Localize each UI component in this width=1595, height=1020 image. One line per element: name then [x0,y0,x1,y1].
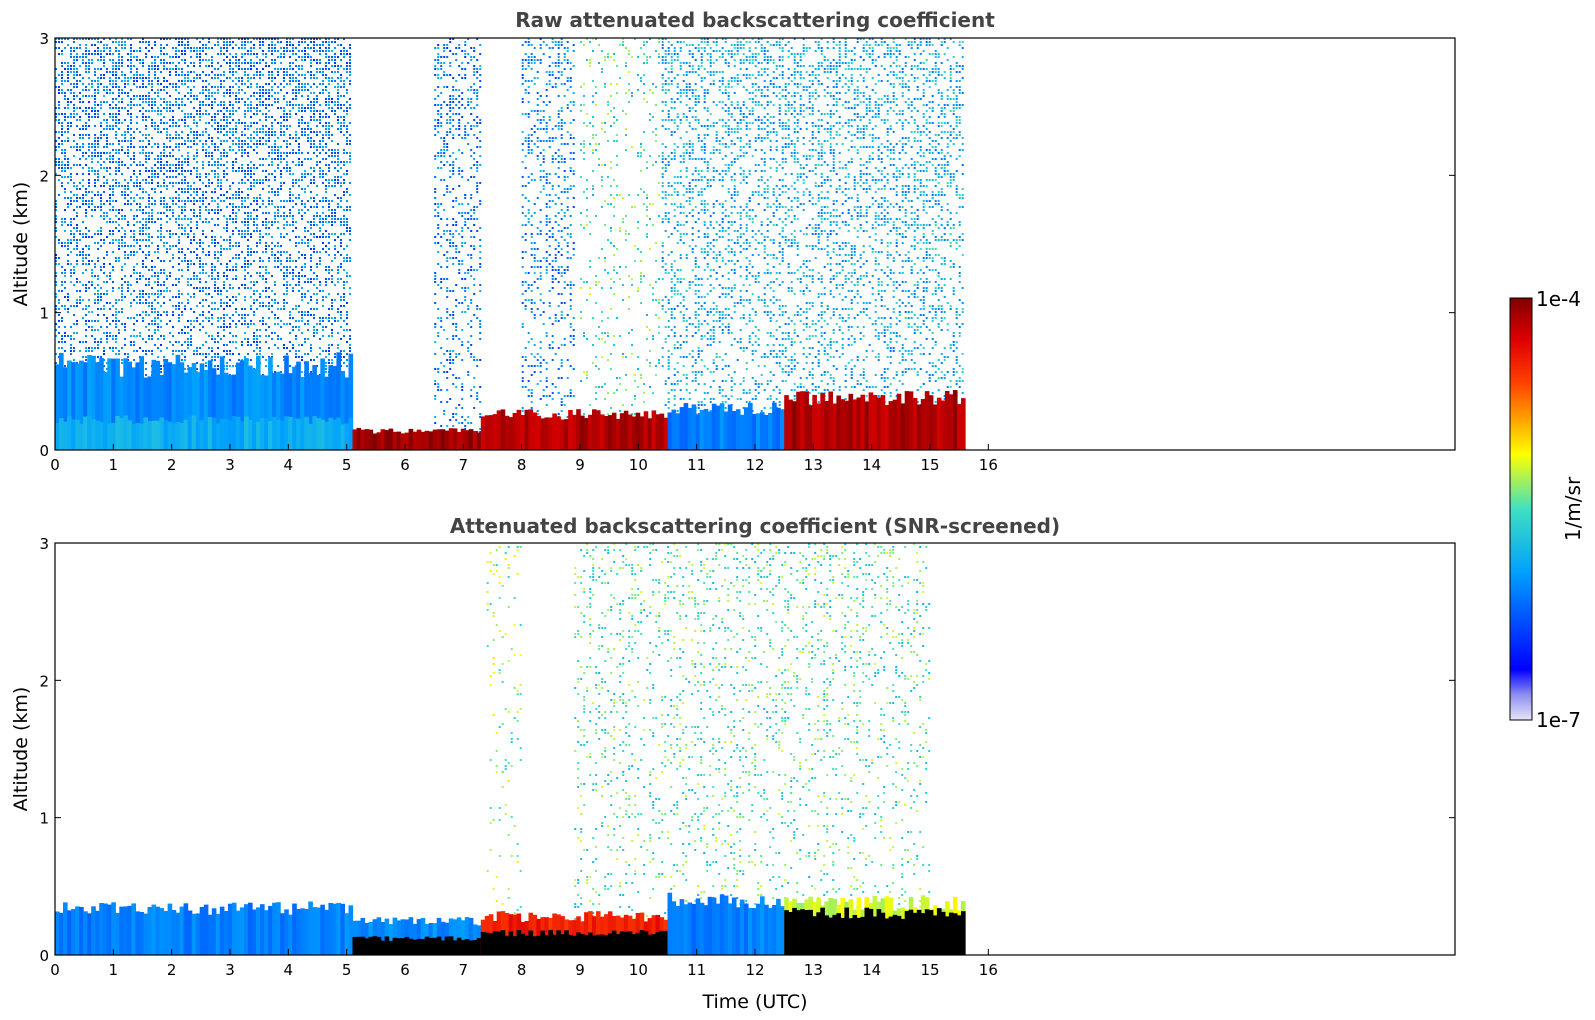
x-tick-label: 16 [979,456,998,474]
y-tick-label: 1 [39,810,49,828]
x-tick-label: 0 [50,961,60,979]
x-tick-label: 2 [167,961,177,979]
x-tick-label: 7 [459,456,469,474]
x-tick-label: 1 [109,456,119,474]
x-tick-label: 3 [225,456,235,474]
x-tick-label: 10 [629,456,648,474]
heatmap-area [55,543,966,955]
aerosol-layer [784,390,965,450]
x-tick-label: 5 [342,961,352,979]
aerosol-layer [481,409,668,450]
y-tick-label: 3 [39,535,49,553]
x-tick-label: 10 [629,961,648,979]
x-tick-label: 5 [342,456,352,474]
colorbar-gradient [1510,298,1532,720]
aerosol-layer [668,403,785,450]
x-tick-label: 9 [575,456,585,474]
x-tick-label: 0 [50,456,60,474]
x-tick-label: 13 [804,456,823,474]
x-tick-label: 4 [284,961,294,979]
x-tick-label: 11 [687,961,706,979]
y-tick-label: 3 [39,30,49,48]
aerosol-layer [353,428,482,450]
x-tick-label: 14 [862,456,881,474]
colorbar: 1e-4 1e-7 1/m/sr [1510,287,1585,732]
y-tick-label: 1 [39,305,49,323]
x-tick-label: 8 [517,961,527,979]
colorbar-max-label: 1e-4 [1536,287,1581,311]
y-axis-label: Altitude (km) [10,182,32,307]
y-axis: 0 1 2 3 [39,535,1455,965]
y-tick-label: 2 [39,167,49,185]
x-tick-label: 6 [400,456,410,474]
noise-region [434,38,481,448]
y-tick-label: 2 [39,672,49,690]
noise-region [580,38,660,448]
x-tick-label: 9 [575,961,585,979]
noise-region [522,38,575,448]
x-axis-label: Time (UTC) [701,991,807,1013]
x-tick-label: 2 [167,456,177,474]
x-tick-label: 16 [979,961,998,979]
raw-backscatter-panel: Raw attenuated backscattering coefficien… [10,8,1455,474]
figure: Raw attenuated backscattering coefficien… [0,0,1595,1020]
x-tick-label: 6 [400,961,410,979]
noise-region [662,38,964,448]
colorbar-min-label: 1e-7 [1536,708,1581,732]
x-tick-label: 7 [459,961,469,979]
x-tick-label: 14 [862,961,881,979]
y-tick-label: 0 [39,442,49,460]
x-tick-label: 11 [687,456,706,474]
y-axis-label: Altitude (km) [10,687,32,812]
x-tick-label: 4 [284,456,294,474]
snr-screened-panel: Attenuated backscattering coefficient (S… [10,514,1455,1013]
noise-region [487,546,522,950]
x-tick-label: 3 [225,961,235,979]
x-tick-label: 15 [920,961,939,979]
x-tick-label: 1 [109,961,119,979]
y-tick-label: 0 [39,947,49,965]
x-tick-label: 12 [745,456,764,474]
heatmap-area [55,38,966,450]
panel-title: Attenuated backscattering coefficient (S… [450,514,1060,538]
noise-region [574,543,930,953]
panel-title: Raw attenuated backscattering coefficien… [515,8,995,32]
aerosol-layer [668,893,785,955]
x-tick-label: 12 [745,961,764,979]
x-tick-label: 15 [920,456,939,474]
colorbar-label: 1/m/sr [1561,476,1585,541]
x-tick-label: 8 [517,456,527,474]
x-tick-label: 13 [804,961,823,979]
aerosol-layer [55,902,353,956]
